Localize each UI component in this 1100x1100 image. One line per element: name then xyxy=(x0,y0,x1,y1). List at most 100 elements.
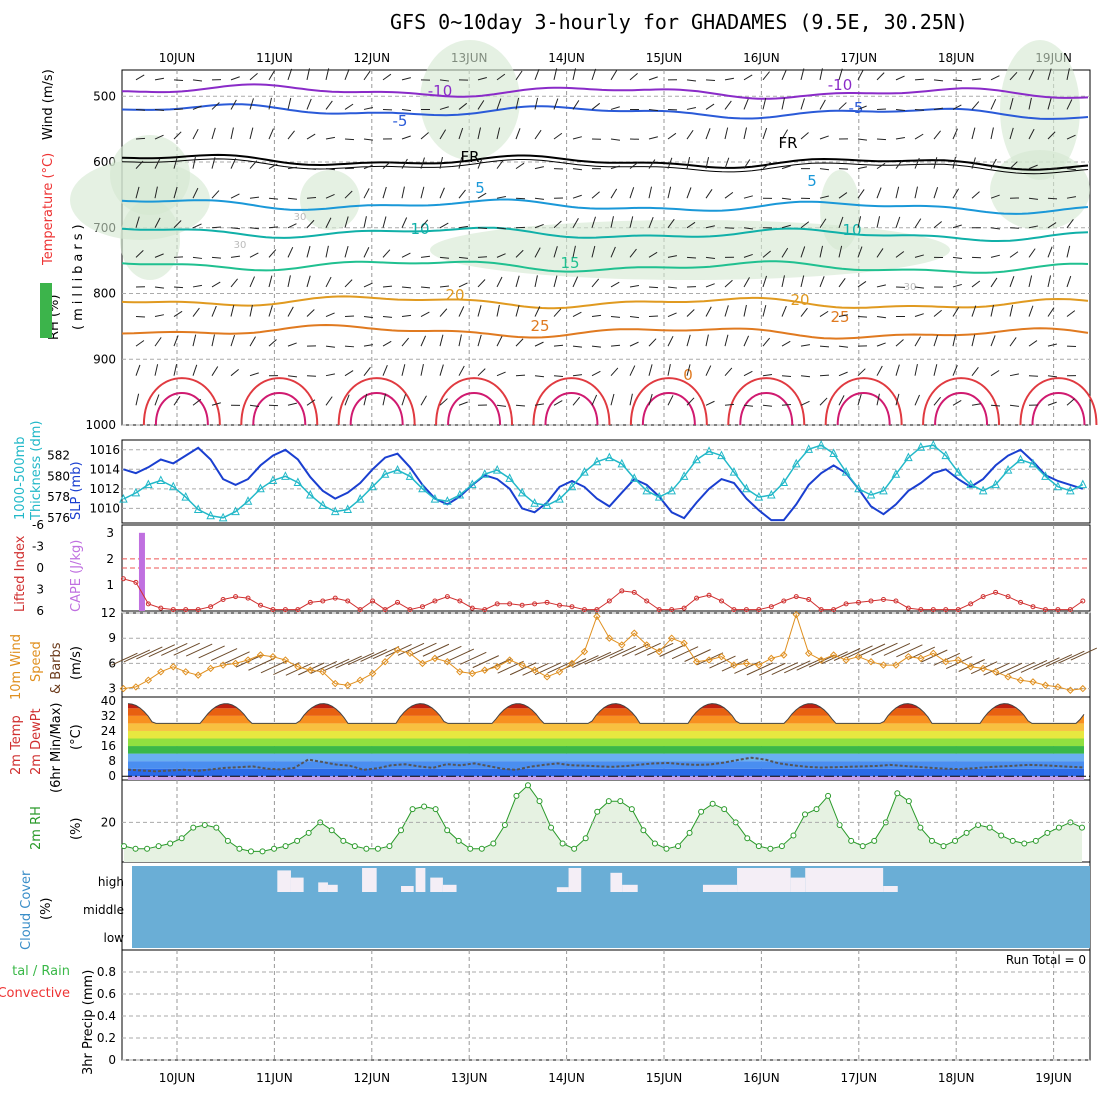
wind-barb xyxy=(534,341,544,347)
wind-barb xyxy=(724,157,730,169)
wind-barb xyxy=(591,68,597,81)
rh-marker xyxy=(224,837,231,844)
wind-barb xyxy=(306,68,310,80)
wind-barb xyxy=(876,216,881,228)
temp-band xyxy=(128,746,1084,754)
contour-label: FR xyxy=(460,148,479,166)
lifted-marker xyxy=(594,607,600,613)
wind-marker xyxy=(1004,673,1012,681)
date-label-bottom: 13JUN xyxy=(451,1071,488,1085)
rh-marker xyxy=(490,840,497,847)
wind-barb xyxy=(382,365,388,376)
rh-shade xyxy=(300,170,360,230)
slp-tick: 1010 xyxy=(89,501,120,515)
wind-barb-10m xyxy=(833,648,861,661)
wind-barb xyxy=(306,375,317,377)
wind-barb xyxy=(743,98,749,110)
rh-marker xyxy=(467,845,474,852)
wind-barb xyxy=(420,186,425,199)
wind-barb xyxy=(990,99,997,110)
wind-barb xyxy=(1028,305,1034,317)
rh-marker xyxy=(236,845,243,852)
wind-barb-10m xyxy=(210,648,238,662)
wind-barb xyxy=(1009,304,1014,317)
wind-barb xyxy=(515,128,521,140)
rh-marker xyxy=(617,798,624,805)
wind-barb-10m xyxy=(310,660,337,674)
lifted-marker xyxy=(419,604,425,610)
wind-barb xyxy=(173,79,184,82)
wind-barb xyxy=(572,168,583,171)
wind-barb xyxy=(876,72,885,81)
rh-marker xyxy=(905,798,912,805)
thickness-marker xyxy=(879,485,888,495)
wind-marker xyxy=(530,666,539,674)
wind-barb xyxy=(1047,246,1053,258)
lifted-marker xyxy=(993,589,999,595)
thickness-marker xyxy=(767,489,776,499)
high-cloud-bar xyxy=(622,884,638,892)
high-cloud-bar xyxy=(442,884,457,892)
wind-barb xyxy=(724,367,733,377)
wind-barb xyxy=(534,68,540,81)
wind-barb xyxy=(439,106,449,110)
wind-barb xyxy=(1009,337,1017,347)
thickness-marker xyxy=(667,485,676,495)
rh-marker xyxy=(513,792,520,799)
wind-barb xyxy=(420,395,427,406)
wind-barb xyxy=(401,186,405,199)
temperature-contour xyxy=(121,103,1089,120)
lifted-marker xyxy=(307,599,313,605)
wind-barb-10m xyxy=(696,652,724,666)
rh-marker xyxy=(998,832,1005,839)
wind-barb-10m xyxy=(858,643,886,657)
wind-tick: 6 xyxy=(108,656,116,670)
wind-barb xyxy=(401,252,411,258)
lifted-marker xyxy=(743,607,749,613)
high-cloud-bar xyxy=(318,882,328,892)
wind-barb xyxy=(667,286,678,289)
wind-barb xyxy=(705,306,712,317)
wind-barb xyxy=(515,249,524,258)
wind-barb xyxy=(762,404,773,407)
wind-barb-10m xyxy=(846,645,873,659)
lifted-marker xyxy=(905,605,911,611)
lifted-marker xyxy=(120,576,126,582)
wind-barb xyxy=(990,335,996,347)
wind-barb xyxy=(990,404,1001,407)
wind-barb xyxy=(230,227,241,230)
wind-axis-label: Wind (m/s) xyxy=(41,69,56,140)
wind-barb-10m xyxy=(273,662,300,676)
thickness-line xyxy=(123,444,1084,519)
thickness-marker xyxy=(1053,481,1063,491)
wind-barb xyxy=(363,344,374,347)
rh-marker xyxy=(744,835,751,842)
rh-marker xyxy=(132,845,139,852)
wind-barb xyxy=(306,98,312,110)
wind-barb xyxy=(781,129,789,140)
wind-barb xyxy=(952,128,958,140)
wind-barb xyxy=(933,187,939,199)
lifted-marker xyxy=(955,607,961,613)
wind-barb xyxy=(876,365,883,376)
surface-heat-contour xyxy=(252,391,307,426)
thickness-marker xyxy=(268,475,278,484)
temp-line xyxy=(127,703,1085,724)
rh-shade xyxy=(120,200,180,280)
wind-barb-10m xyxy=(460,651,487,665)
wind-barb xyxy=(173,286,184,289)
wind-marker xyxy=(568,659,576,668)
lifted-marker xyxy=(880,597,886,603)
wind-barb xyxy=(724,191,734,199)
thickness-marker xyxy=(530,498,539,507)
wind-barb xyxy=(230,255,241,258)
wind-barb xyxy=(192,187,199,199)
date-label-top: 12JUN xyxy=(354,51,391,65)
wind-barb-10m xyxy=(435,645,462,659)
wind-barb-10m xyxy=(410,642,437,656)
wind-barb xyxy=(971,403,982,406)
contour-label: 5 xyxy=(475,179,485,197)
wind-barb xyxy=(420,157,425,169)
wind-barb xyxy=(344,190,353,199)
